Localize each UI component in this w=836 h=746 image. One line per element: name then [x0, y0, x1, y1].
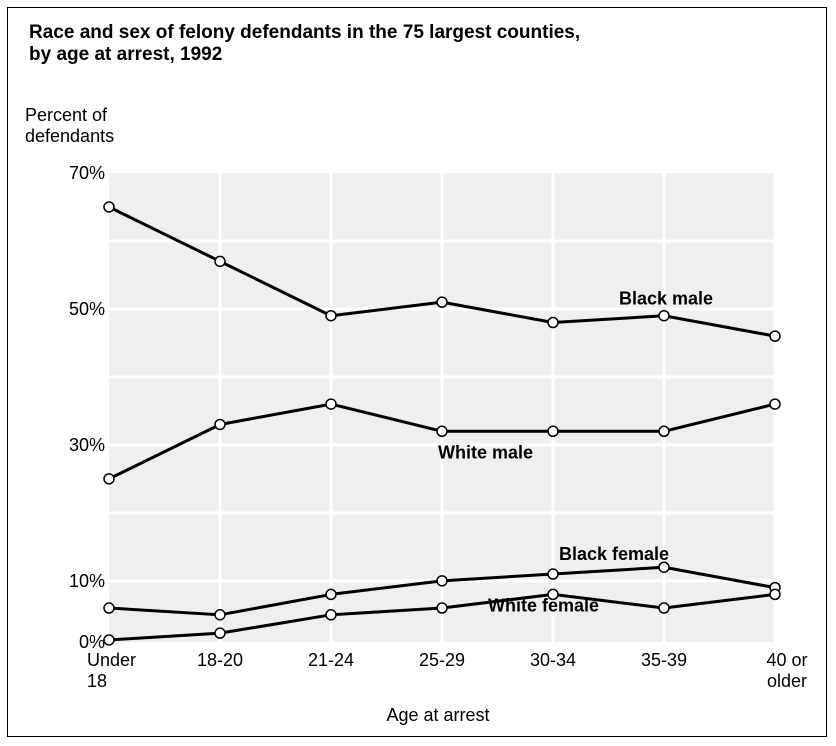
y-tick-label: 0%	[79, 632, 105, 652]
y-tick-label: 30%	[69, 435, 105, 455]
series-labels: Black male White male Black female White fe…	[438, 289, 713, 616]
data-point	[436, 425, 448, 438]
x-tick-label-line: 18	[87, 671, 107, 691]
x-axis-label: Age at arrest	[386, 705, 489, 725]
x-tick-label-line: 25-29	[419, 650, 465, 670]
x-tick-label: 30-34	[530, 650, 576, 670]
data-point	[103, 634, 115, 646]
data-point	[658, 309, 670, 322]
x-tick-label-line: 40 or	[766, 650, 807, 670]
x-tick-label-line: Under	[87, 650, 136, 670]
data-point	[769, 330, 781, 342]
x-tick-label-line: 35-39	[641, 650, 687, 670]
data-point	[214, 609, 226, 621]
series-label: Black male	[619, 289, 713, 309]
x-tick-label: Under 18	[87, 650, 136, 691]
x-tick-label-line: 21-24	[308, 650, 354, 670]
data-point	[436, 602, 448, 614]
y-axis-label-line: Percent of	[25, 105, 108, 125]
data-point	[214, 627, 226, 639]
series-label: White male	[438, 442, 533, 462]
data-point	[103, 602, 115, 614]
data-point	[325, 588, 337, 601]
y-tick-label: 10%	[69, 571, 105, 591]
chart-title: Race and sex of felony defendants in the…	[29, 22, 580, 65]
data-point	[325, 309, 337, 322]
x-tick-label: 40 or older	[766, 650, 807, 691]
chart-title-line: by age at arrest, 1992	[29, 44, 222, 65]
data-point	[103, 201, 115, 213]
chart-svg: Race and sex of felony defendants in the…	[25, 22, 808, 725]
data-point	[769, 398, 781, 410]
data-point	[325, 398, 337, 410]
y-axis-label-line: defendants	[25, 126, 114, 146]
data-point	[214, 255, 226, 268]
y-tick-labels: 70% 50% 30% 10% 0%	[69, 163, 105, 652]
data-point	[769, 588, 781, 601]
x-tick-label: 35-39	[641, 650, 687, 670]
x-tick-label-line: 18-20	[197, 650, 243, 670]
data-point	[103, 473, 115, 485]
chart-frame: Race and sex of felony defendants in the…	[7, 7, 827, 737]
x-tick-label: 21-24	[308, 650, 354, 670]
series-label: White female	[488, 595, 599, 615]
data-point	[325, 609, 337, 621]
data-point	[436, 575, 448, 587]
data-point	[214, 418, 226, 431]
data-points	[103, 201, 781, 646]
data-point	[658, 561, 670, 573]
x-tick-label-line: 30-34	[530, 650, 576, 670]
data-point	[547, 588, 559, 601]
data-point	[547, 425, 559, 438]
data-point	[658, 425, 670, 438]
data-point	[547, 316, 559, 329]
series-label: Black female	[559, 544, 669, 564]
data-point	[436, 296, 448, 308]
x-tick-label-line: older	[767, 671, 807, 691]
x-tick-label: 18-20	[197, 650, 243, 670]
y-tick-label: 50%	[69, 299, 105, 319]
data-point	[658, 602, 670, 614]
y-tick-label: 70%	[69, 163, 105, 183]
data-point	[547, 568, 559, 580]
chart-title-line: Race and sex of felony defendants in the…	[29, 22, 580, 43]
x-tick-label: 25-29	[419, 650, 465, 670]
x-tick-labels: Under 18 18-20 21-24 25-29 30-34 35-39 40 or old…	[87, 650, 808, 691]
